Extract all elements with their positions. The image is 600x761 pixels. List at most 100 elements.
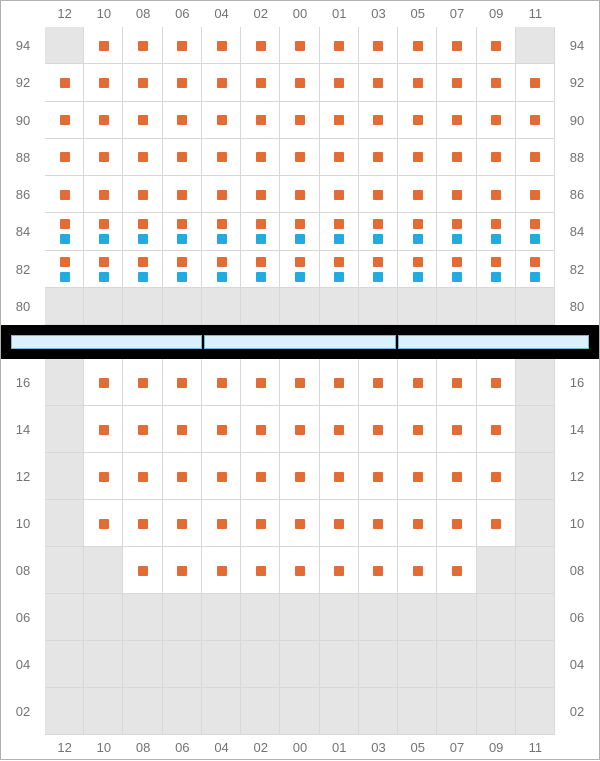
seat-marker-orange[interactable] (138, 115, 148, 125)
seat-marker-orange[interactable] (138, 41, 148, 51)
seat-marker-orange[interactable] (295, 519, 305, 529)
seat-marker-orange[interactable] (138, 78, 148, 88)
seat-marker-orange[interactable] (138, 472, 148, 482)
seat-marker-blue[interactable] (530, 234, 540, 244)
seat-marker-blue[interactable] (373, 234, 383, 244)
seat-marker-orange[interactable] (99, 378, 109, 388)
seat-marker-orange[interactable] (491, 41, 501, 51)
seat-marker-orange[interactable] (491, 152, 501, 162)
seat-marker-orange[interactable] (256, 78, 266, 88)
seat-marker-blue[interactable] (60, 234, 70, 244)
seat-marker-orange[interactable] (177, 152, 187, 162)
seat-marker-orange[interactable] (491, 115, 501, 125)
seat-marker-orange[interactable] (295, 378, 305, 388)
seat-marker-orange[interactable] (373, 78, 383, 88)
seat-marker-orange[interactable] (334, 378, 344, 388)
seat-marker-orange[interactable] (138, 566, 148, 576)
seat-marker-orange[interactable] (217, 566, 227, 576)
seat-marker-orange[interactable] (295, 78, 305, 88)
seat-marker-orange[interactable] (452, 41, 462, 51)
seat-marker-blue[interactable] (177, 272, 187, 282)
seat-marker-orange[interactable] (217, 472, 227, 482)
seat-marker-orange[interactable] (373, 152, 383, 162)
seat-marker-orange[interactable] (138, 190, 148, 200)
seat-marker-orange[interactable] (413, 425, 423, 435)
seat-marker-orange[interactable] (256, 257, 266, 267)
seat-marker-orange[interactable] (295, 257, 305, 267)
seat-marker-orange[interactable] (334, 152, 344, 162)
seat-marker-orange[interactable] (256, 519, 266, 529)
seat-marker-orange[interactable] (256, 378, 266, 388)
seat-marker-orange[interactable] (491, 190, 501, 200)
seat-marker-orange[interactable] (256, 115, 266, 125)
seat-marker-orange[interactable] (413, 566, 423, 576)
seat-marker-orange[interactable] (138, 257, 148, 267)
seat-marker-orange[interactable] (217, 190, 227, 200)
seat-marker-blue[interactable] (138, 272, 148, 282)
seat-marker-orange[interactable] (413, 78, 423, 88)
seat-marker-blue[interactable] (334, 272, 344, 282)
seat-marker-orange[interactable] (138, 219, 148, 229)
seat-marker-orange[interactable] (452, 519, 462, 529)
seat-marker-blue[interactable] (256, 272, 266, 282)
seat-marker-orange[interactable] (217, 519, 227, 529)
seat-marker-orange[interactable] (99, 519, 109, 529)
seat-marker-orange[interactable] (99, 190, 109, 200)
seat-marker-orange[interactable] (413, 257, 423, 267)
seat-marker-orange[interactable] (60, 257, 70, 267)
seat-marker-orange[interactable] (295, 41, 305, 51)
seat-marker-orange[interactable] (491, 425, 501, 435)
seat-marker-orange[interactable] (256, 41, 266, 51)
seat-marker-blue[interactable] (217, 234, 227, 244)
seat-marker-orange[interactable] (334, 472, 344, 482)
seat-marker-orange[interactable] (60, 78, 70, 88)
seat-marker-orange[interactable] (138, 152, 148, 162)
seat-marker-orange[interactable] (373, 378, 383, 388)
seat-marker-orange[interactable] (295, 152, 305, 162)
seat-marker-orange[interactable] (256, 190, 266, 200)
seat-marker-orange[interactable] (452, 152, 462, 162)
seat-marker-orange[interactable] (334, 566, 344, 576)
seat-marker-orange[interactable] (413, 472, 423, 482)
seat-marker-orange[interactable] (256, 152, 266, 162)
seat-marker-orange[interactable] (413, 519, 423, 529)
seat-marker-orange[interactable] (177, 566, 187, 576)
seat-marker-orange[interactable] (413, 219, 423, 229)
seat-marker-orange[interactable] (373, 115, 383, 125)
seat-marker-orange[interactable] (99, 115, 109, 125)
seat-marker-orange[interactable] (60, 115, 70, 125)
seat-marker-orange[interactable] (138, 425, 148, 435)
seat-marker-orange[interactable] (452, 219, 462, 229)
seat-marker-orange[interactable] (217, 378, 227, 388)
seat-marker-orange[interactable] (217, 152, 227, 162)
seat-marker-orange[interactable] (413, 152, 423, 162)
seat-marker-blue[interactable] (373, 272, 383, 282)
seat-marker-orange[interactable] (99, 152, 109, 162)
seat-marker-orange[interactable] (99, 41, 109, 51)
seat-marker-orange[interactable] (334, 115, 344, 125)
seat-marker-blue[interactable] (256, 234, 266, 244)
seat-marker-orange[interactable] (452, 472, 462, 482)
seat-marker-orange[interactable] (413, 190, 423, 200)
seat-marker-orange[interactable] (491, 519, 501, 529)
seat-marker-orange[interactable] (99, 257, 109, 267)
seat-marker-blue[interactable] (530, 272, 540, 282)
seat-marker-orange[interactable] (373, 472, 383, 482)
seat-marker-blue[interactable] (491, 234, 501, 244)
seat-marker-blue[interactable] (491, 272, 501, 282)
seat-marker-orange[interactable] (99, 472, 109, 482)
seat-marker-orange[interactable] (334, 78, 344, 88)
seat-marker-orange[interactable] (295, 566, 305, 576)
seat-marker-orange[interactable] (373, 257, 383, 267)
seat-marker-orange[interactable] (60, 219, 70, 229)
seat-marker-blue[interactable] (334, 234, 344, 244)
seat-marker-orange[interactable] (295, 472, 305, 482)
seat-marker-orange[interactable] (177, 219, 187, 229)
seat-marker-orange[interactable] (256, 219, 266, 229)
seat-marker-blue[interactable] (60, 272, 70, 282)
seat-marker-orange[interactable] (217, 257, 227, 267)
seat-marker-orange[interactable] (334, 519, 344, 529)
seat-marker-orange[interactable] (452, 378, 462, 388)
seat-marker-orange[interactable] (452, 115, 462, 125)
seat-marker-orange[interactable] (491, 472, 501, 482)
